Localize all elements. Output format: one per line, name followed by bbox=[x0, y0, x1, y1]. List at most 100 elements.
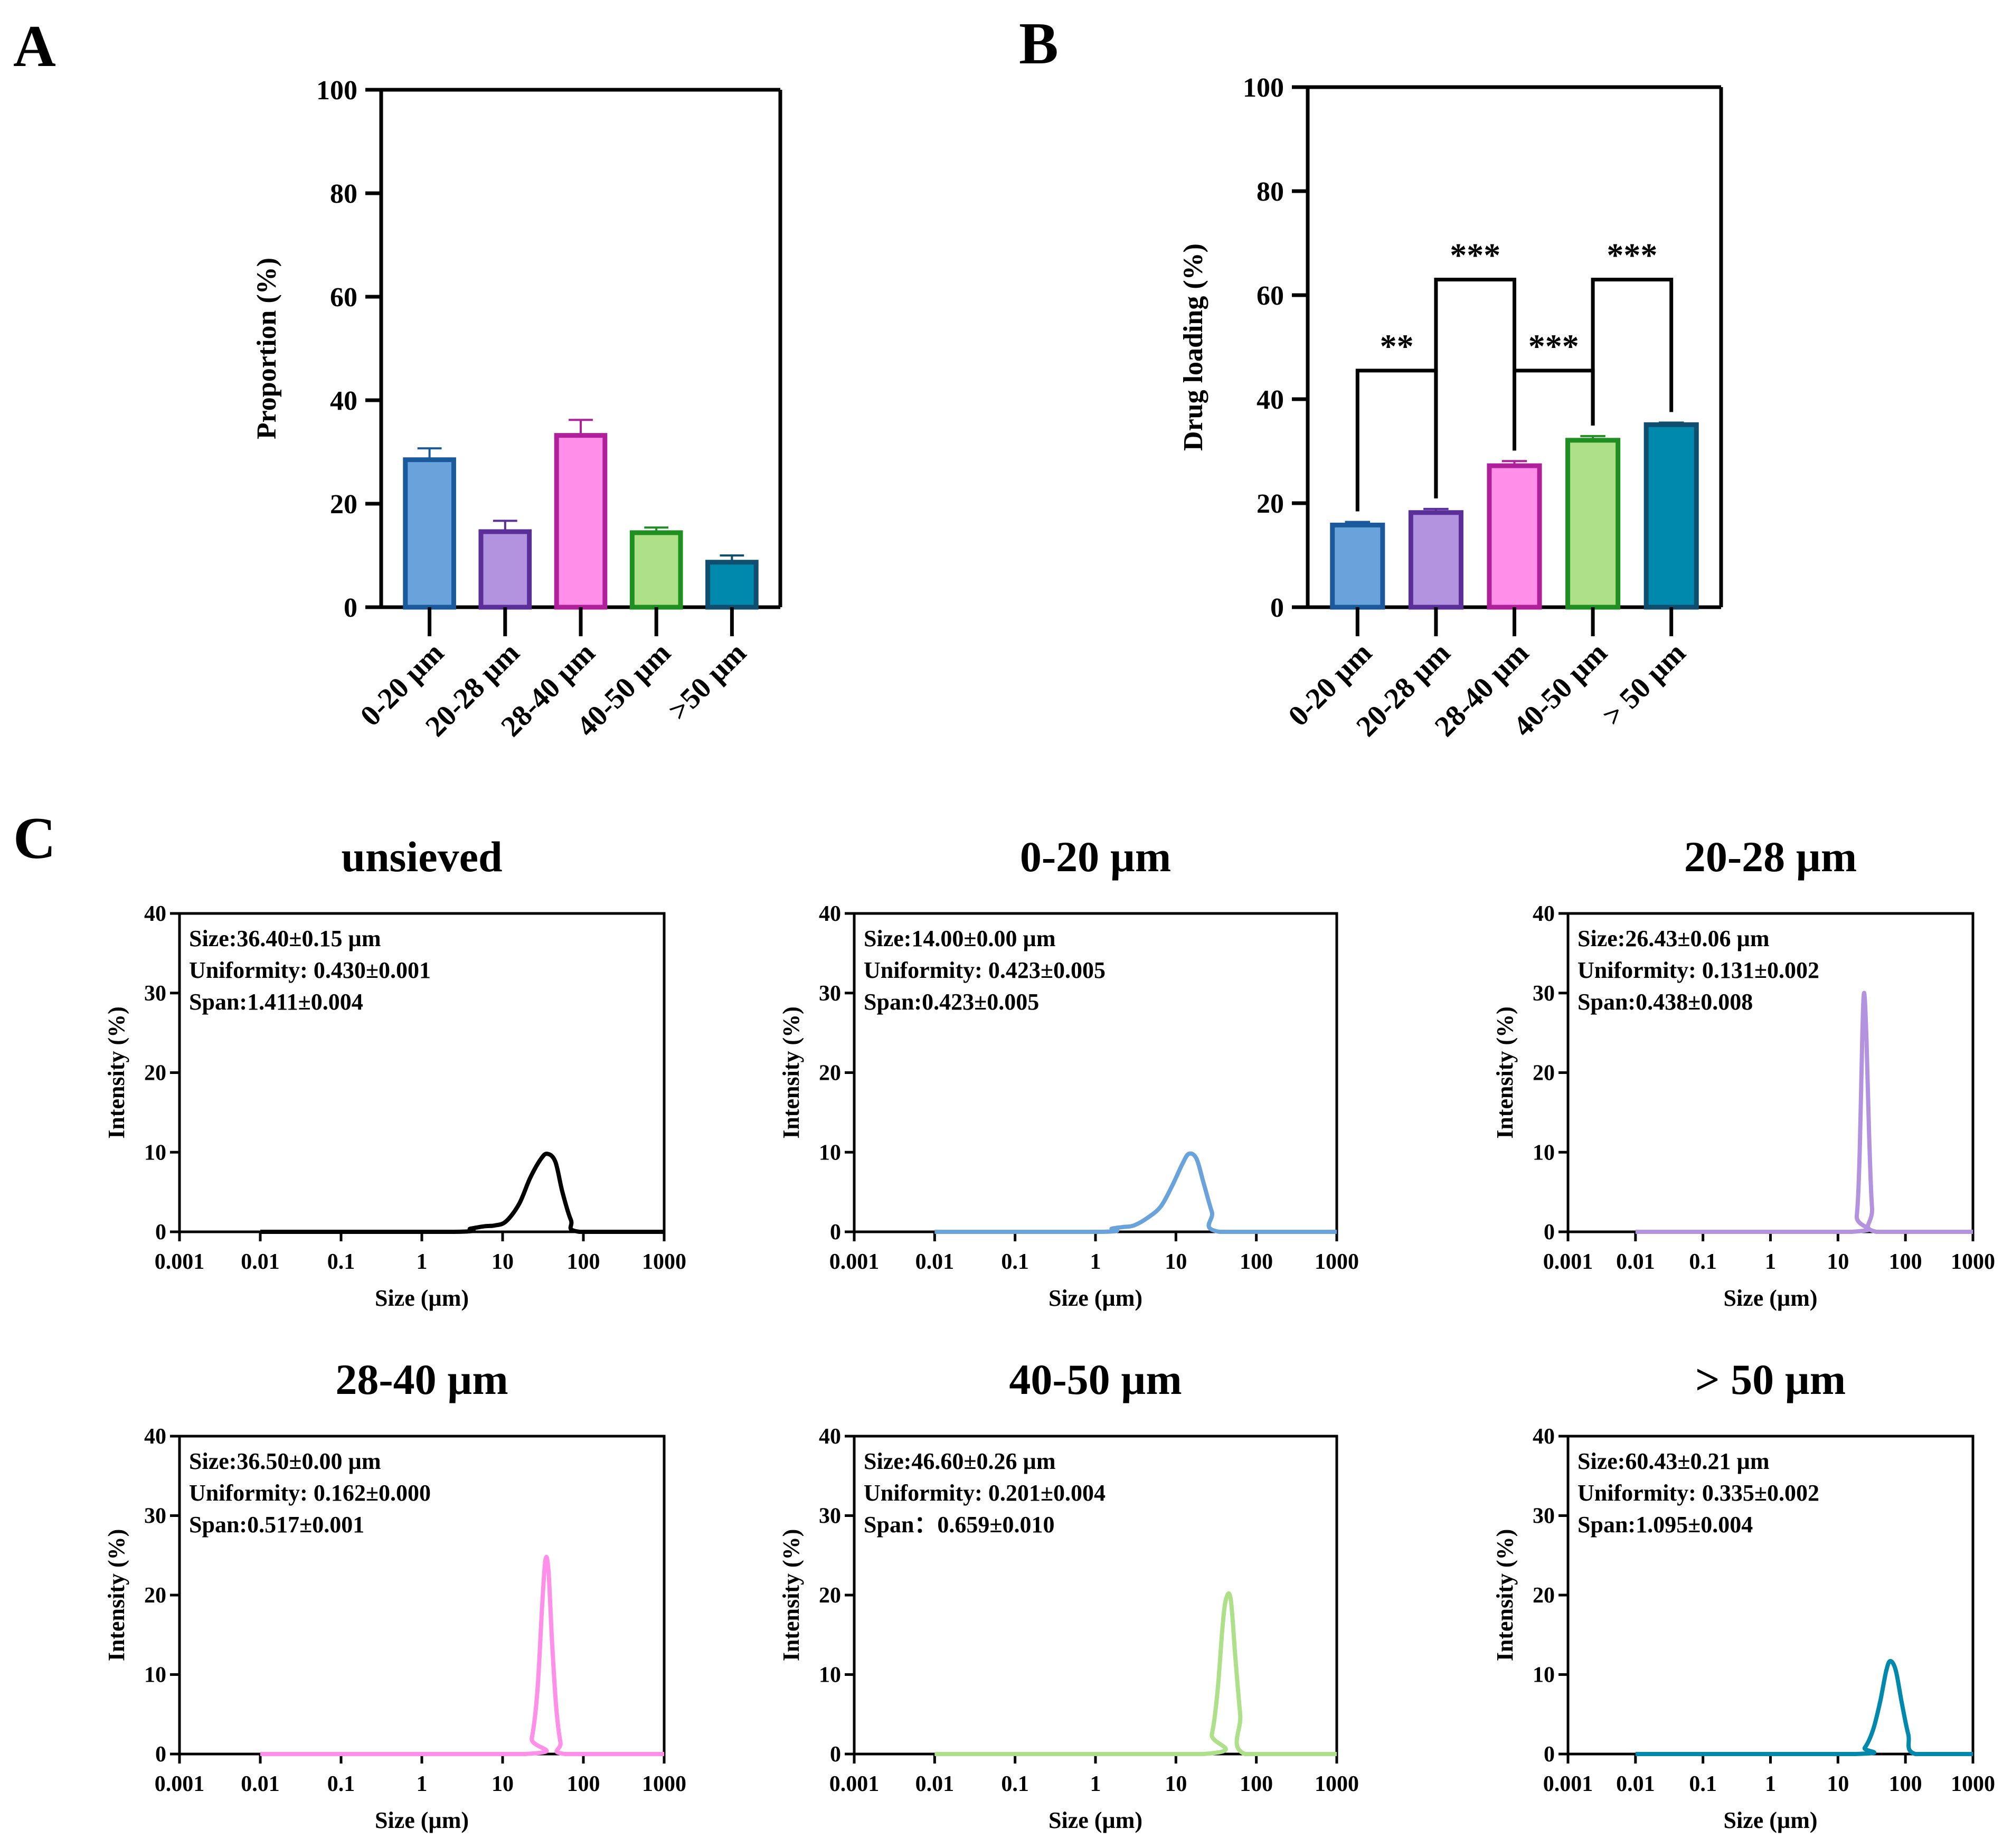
x-tick-label: 1 bbox=[1765, 1772, 1776, 1796]
x-tick-label: 1 bbox=[417, 1772, 428, 1796]
y-tick-label: 20 bbox=[1257, 489, 1284, 519]
x-tick-label: 10 bbox=[1165, 1772, 1187, 1796]
x-tick-label: 0.1 bbox=[1689, 1772, 1717, 1796]
chart-title: 40-50 µm bbox=[1009, 1355, 1182, 1403]
y-tick-label: 10 bbox=[1533, 1663, 1555, 1687]
distribution-line bbox=[1635, 1658, 1973, 1757]
y-tick-label: 40 bbox=[1533, 902, 1555, 926]
annotation-line: Size:26.43±0.06 µm bbox=[1578, 926, 1770, 951]
y-tick-label: 40 bbox=[144, 902, 166, 926]
x-tick-label: 1000 bbox=[1951, 1250, 1995, 1274]
x-tick-label: 10 bbox=[1165, 1250, 1187, 1274]
y-tick-label: 40 bbox=[819, 1425, 841, 1449]
y-axis-label: Intensity (%) bbox=[1492, 1006, 1518, 1139]
line-chart-c4: 28-40 µm 0 10 20 30 40 0.001 0.01 0.1 1 10 100 1000 S… bbox=[103, 1355, 686, 1833]
x-tick-label: >50 µm bbox=[662, 636, 753, 727]
x-tick-label: 0.1 bbox=[1001, 1772, 1029, 1796]
y-tick-label: 0 bbox=[1270, 593, 1284, 623]
bar bbox=[1643, 422, 1699, 610]
bar bbox=[554, 433, 608, 610]
annotation-line: Span:0.517±0.001 bbox=[189, 1512, 364, 1538]
distribution-line bbox=[1635, 991, 1973, 1234]
y-axis-label: Intensity (%) bbox=[103, 1529, 129, 1662]
x-tick-label: 10 bbox=[492, 1772, 514, 1796]
y-tick-label: 100 bbox=[1243, 73, 1284, 103]
line-chart-c5: 40-50 µm 0 10 20 30 40 0.001 0.01 0.1 1 10 100 1000 S… bbox=[778, 1355, 1359, 1833]
x-tick-label: 100 bbox=[1240, 1250, 1273, 1274]
x-tick-label: 1 bbox=[1090, 1250, 1101, 1274]
y-tick-label: 40 bbox=[330, 386, 357, 416]
y-tick-label: 40 bbox=[1257, 385, 1284, 415]
x-tick-label: 1 bbox=[1765, 1250, 1776, 1274]
line-chart-c2: 0-20 µm 0 10 20 30 40 0.001 0.01 0.1 1 10 100 1000 Si… bbox=[778, 833, 1359, 1311]
x-tick-label: 1000 bbox=[1315, 1772, 1359, 1796]
y-tick-label: 20 bbox=[144, 1583, 166, 1608]
y-tick-label: 60 bbox=[1257, 281, 1284, 311]
y-tick-label: 20 bbox=[1533, 1583, 1555, 1608]
x-tick-label: 100 bbox=[567, 1250, 600, 1274]
x-tick-label: 100 bbox=[567, 1772, 600, 1796]
y-tick-label: 20 bbox=[144, 1061, 166, 1086]
distribution-line bbox=[260, 1152, 664, 1234]
x-tick-label: 0.001 bbox=[155, 1250, 205, 1274]
y-tick-label: 10 bbox=[819, 1663, 841, 1687]
y-axis-label: Intensity (%) bbox=[778, 1529, 804, 1662]
x-tick-label: 1 bbox=[1090, 1772, 1101, 1796]
y-tick-label: 0 bbox=[830, 1742, 841, 1767]
y-tick-label: 0 bbox=[1544, 1742, 1555, 1767]
x-tick-label: 0.001 bbox=[1543, 1772, 1593, 1796]
x-tick-label: 0.001 bbox=[1543, 1250, 1593, 1274]
y-axis-label: Intensity (%) bbox=[103, 1006, 129, 1139]
annotation-line: Size:36.50±0.00 µm bbox=[189, 1448, 381, 1474]
annotation-line: Uniformity: 0.201±0.004 bbox=[864, 1480, 1106, 1506]
panel-label-c: C bbox=[13, 806, 56, 871]
y-tick-label: 80 bbox=[330, 179, 357, 209]
annotation-line: Span:1.411±0.004 bbox=[189, 989, 363, 1015]
x-tick-label: 100 bbox=[1240, 1772, 1273, 1796]
x-tick-label: 0.1 bbox=[327, 1772, 355, 1796]
y-tick-label: 0 bbox=[344, 593, 357, 623]
x-tick-label: 1000 bbox=[1315, 1250, 1359, 1274]
y-tick-label: 20 bbox=[330, 489, 357, 520]
x-axis-label: Size (µm) bbox=[375, 1807, 469, 1833]
chart-title: 20-28 µm bbox=[1684, 833, 1857, 881]
y-tick-label: 0 bbox=[830, 1220, 841, 1244]
significance-bracket bbox=[1355, 369, 1438, 512]
x-tick-label: 100 bbox=[1889, 1250, 1922, 1274]
x-tick-label: > 50 µm bbox=[1596, 636, 1692, 732]
annotation-line: Uniformity: 0.162±0.000 bbox=[189, 1480, 431, 1506]
annotation-line: Span：0.659±0.010 bbox=[864, 1512, 1055, 1538]
annotation-line: Uniformity: 0.131±0.002 bbox=[1578, 957, 1819, 983]
x-tick-label: 0.001 bbox=[829, 1250, 880, 1274]
significance-label: *** bbox=[1528, 327, 1579, 365]
line-chart-c1: unsieved 0 10 20 30 40 0.001 0.01 0.1 1 10 100 1000 S… bbox=[103, 833, 686, 1311]
x-tick-label: 0.01 bbox=[915, 1250, 955, 1274]
y-tick-label: 30 bbox=[819, 1504, 841, 1529]
bar bbox=[1487, 463, 1542, 610]
x-axis-label: Size (µm) bbox=[1723, 1285, 1817, 1311]
y-tick-label: 40 bbox=[1533, 1425, 1555, 1449]
y-tick-label: 20 bbox=[1533, 1061, 1555, 1086]
line-chart-c6: > 50 µm 0 10 20 30 40 0.001 0.01 0.1 1 10 100 1000 Si… bbox=[1492, 1355, 1995, 1833]
y-tick-label: 0 bbox=[1544, 1220, 1555, 1244]
y-tick-label: 30 bbox=[144, 1504, 166, 1529]
annotation-line: Uniformity: 0.335±0.002 bbox=[1578, 1480, 1819, 1506]
chart-title: 0-20 µm bbox=[1020, 833, 1171, 881]
y-tick-label: 100 bbox=[316, 76, 357, 106]
significance-bracket bbox=[1591, 277, 1674, 426]
y-axis-label: Proportion (%) bbox=[252, 258, 282, 439]
bar bbox=[1565, 438, 1621, 610]
y-tick-label: 30 bbox=[1533, 982, 1555, 1006]
annotation-line: Span:0.438±0.008 bbox=[1578, 989, 1753, 1015]
bar bbox=[1408, 510, 1463, 610]
x-tick-label: 0.01 bbox=[1616, 1772, 1655, 1796]
bar bbox=[478, 529, 532, 610]
y-tick-label: 10 bbox=[144, 1140, 166, 1165]
x-tick-label: 0.01 bbox=[241, 1250, 280, 1274]
y-tick-label: 30 bbox=[1533, 1504, 1555, 1529]
bar bbox=[1330, 522, 1385, 610]
